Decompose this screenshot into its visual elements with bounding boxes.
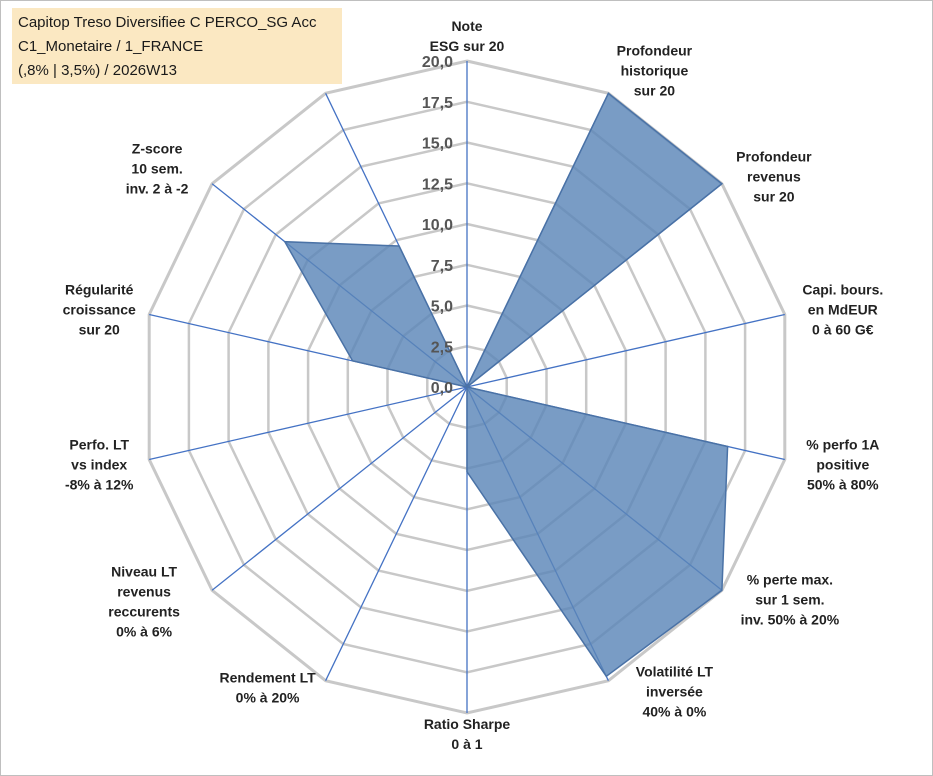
axis-label-9-line-2: 0% à 20% [236, 690, 300, 706]
tick-label-7: 17,5 [422, 95, 453, 112]
axis-label-1: Note ESG sur 20 [430, 18, 505, 54]
axis-label-10: Niveau LT revenus reccurents 0% à 6% [108, 563, 180, 639]
axis-label-4-line-2: en MdEUR [808, 302, 878, 318]
axis-label-4-line-3: 0 à 60 G€ [812, 322, 874, 338]
axis-label-9: Rendement LT 0% à 20% [219, 670, 316, 706]
axis-label-7-line-2: inversée [646, 684, 703, 700]
axis-label-2: Profondeur historique sur 20 [617, 42, 693, 98]
axis-label-8-line-1: Ratio Sharpe [424, 716, 511, 732]
tick-label-2: 5,0 [431, 299, 453, 316]
axis-label-2-line-2: historique [621, 62, 689, 78]
axis-label-3-line-1: Profondeur [736, 149, 812, 165]
axis-label-7-line-1: Volatilité LT [636, 664, 714, 680]
axis-label-12-line-3: sur 20 [79, 322, 120, 338]
axis-label-9-line-1: Rendement LT [219, 670, 316, 686]
tick-label-0: 0,0 [431, 380, 453, 397]
axis-label-5-line-2: positive [816, 456, 869, 472]
axis-label-6: % perte max. sur 1 sem. inv. 50% à 20% [741, 571, 840, 627]
spoke-9 [325, 386, 468, 681]
axis-label-7: Volatilité LT inversée 40% à 0% [636, 664, 714, 720]
tick-label-8: 20,0 [422, 54, 453, 71]
axis-label-6-line-3: inv. 50% à 20% [741, 611, 840, 627]
axis-label-8: Ratio Sharpe 0 à 1 [424, 716, 511, 752]
tick-label-1: 2,5 [431, 339, 453, 356]
radar-tick-labels: 0,0 2,5 5,0 7,5 10,0 12,5 15,0 17,5 20,0 [422, 54, 453, 397]
axis-label-13-line-3: inv. 2 à -2 [126, 181, 189, 197]
axis-label-11: Perfo. LT vs index -8% à 12% [65, 436, 134, 492]
title-line-3: (,8% | 3,5%) / 2026W13 [18, 62, 177, 79]
axis-label-10-line-3: reccurents [108, 603, 180, 619]
axis-label-2-line-3: sur 20 [634, 82, 675, 98]
spoke-11 [149, 386, 468, 461]
axis-label-5: % perfo 1A positive 50% à 80% [806, 436, 879, 492]
axis-label-13-line-1: Z-score [132, 141, 183, 157]
tick-label-6: 15,0 [422, 136, 453, 153]
spoke-10 [211, 386, 468, 591]
axis-label-3-line-2: revenus [747, 169, 801, 185]
axis-label-4-line-1: Capi. bours. [802, 282, 883, 298]
axis-label-11-line-1: Perfo. LT [69, 436, 129, 452]
spoke-4 [466, 313, 785, 388]
title-box: Capitop Treso Diversifiee C PERCO_SG Acc… [12, 8, 342, 84]
axis-label-10-line-2: revenus [117, 583, 171, 599]
axis-label-10-line-4: 0% à 6% [116, 623, 173, 639]
axis-label-10-line-1: Niveau LT [111, 563, 177, 579]
axis-label-12-line-2: croissance [63, 302, 136, 318]
axis-label-5-line-3: 50% à 80% [807, 476, 879, 492]
axis-label-13: Z-score 10 sem. inv. 2 à -2 [126, 141, 189, 197]
tick-label-4: 10,0 [422, 217, 453, 234]
axis-label-13-line-2: 10 sem. [131, 161, 182, 177]
axis-label-6-line-1: % perte max. [747, 571, 833, 587]
axis-label-7-line-3: 40% à 0% [642, 704, 706, 720]
axis-label-11-line-2: vs index [71, 456, 127, 472]
axis-label-3-line-3: sur 20 [753, 189, 794, 205]
tick-label-3: 7,5 [431, 258, 453, 275]
axis-label-12: Régularité croissance sur 20 [63, 282, 136, 338]
axis-label-1-line-2: ESG sur 20 [430, 38, 505, 54]
tick-label-5: 12,5 [422, 176, 453, 193]
axis-label-6-line-2: sur 1 sem. [755, 591, 824, 607]
radar-area [283, 92, 729, 678]
title-line-2: C1_Monetaire / 1_FRANCE [18, 38, 204, 55]
axis-label-12-line-1: Régularité [65, 282, 134, 298]
axis-label-8-line-2: 0 à 1 [451, 736, 482, 752]
axis-label-2-line-1: Profondeur [617, 42, 693, 58]
axis-label-4: Capi. bours. en MdEUR 0 à 60 G€ [802, 282, 883, 338]
axis-label-1-line-1: Note [451, 18, 482, 34]
axis-label-5-line-1: % perfo 1A [806, 436, 879, 452]
axis-label-11-line-3: -8% à 12% [65, 476, 134, 492]
axis-label-3: Profondeur revenus sur 20 [736, 149, 812, 205]
title-line-1: Capitop Treso Diversifiee C PERCO_SG Acc [18, 14, 317, 31]
